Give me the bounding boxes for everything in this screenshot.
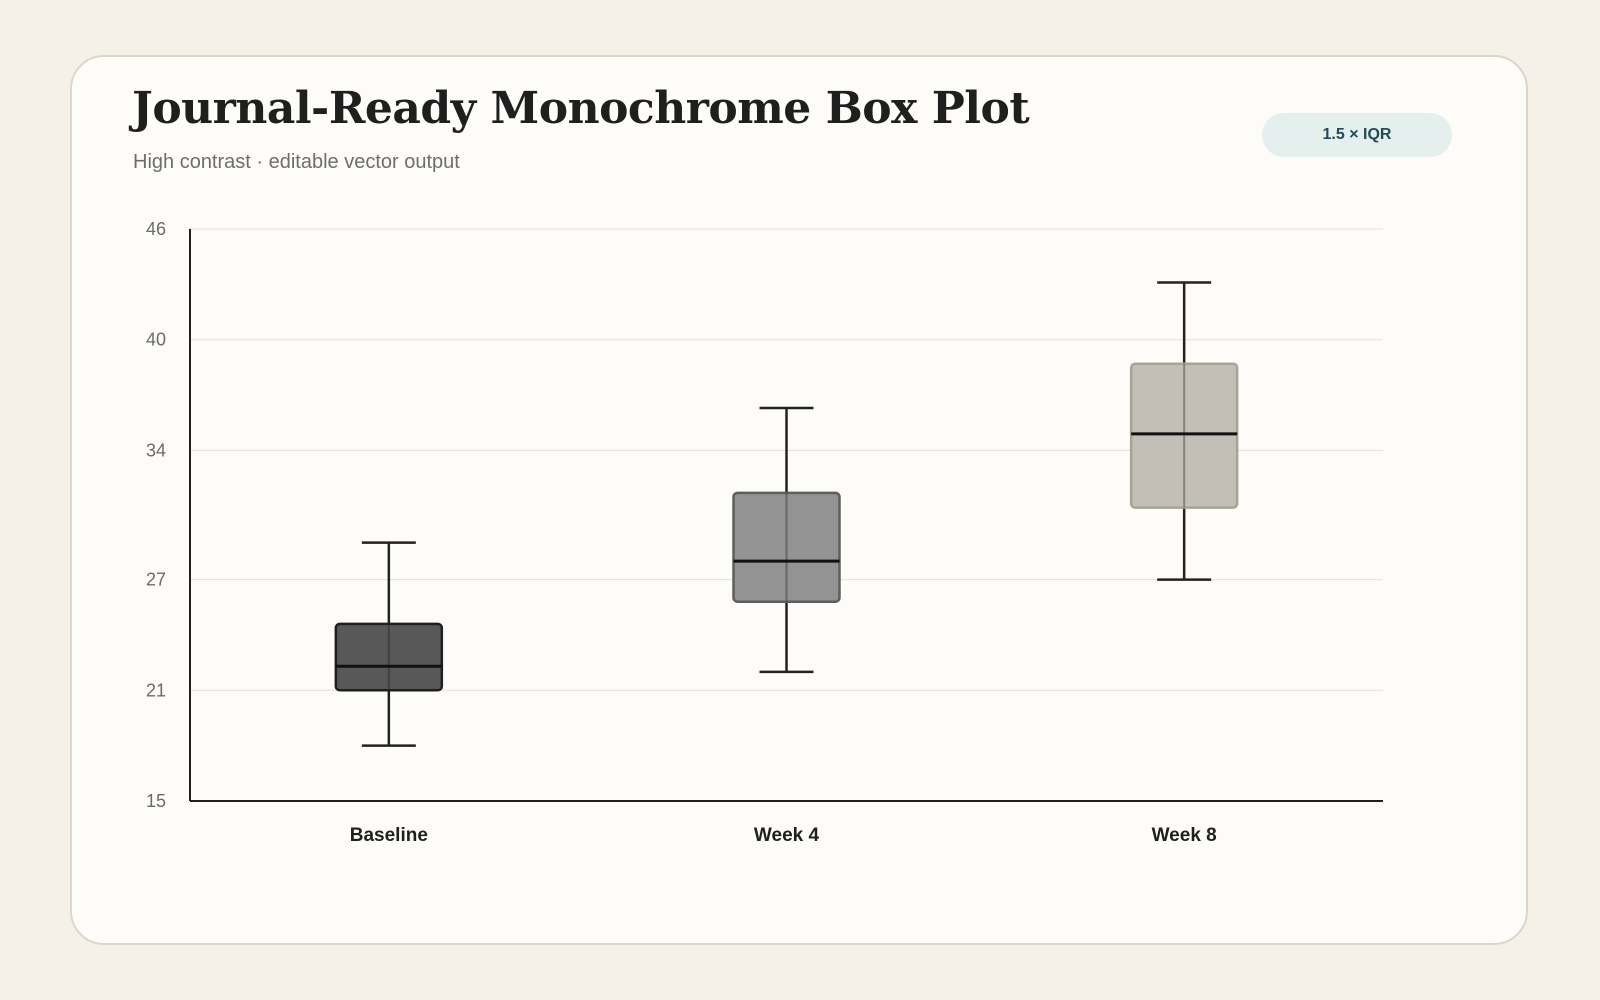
axes [189, 229, 1383, 802]
boxes [334, 281, 1239, 747]
y-tick-label-27: 27 [146, 570, 166, 590]
page-subtitle: High contrast · editable vector output [133, 151, 460, 173]
box-group-week-4 [732, 406, 841, 674]
box-group-week-8 [1129, 281, 1239, 581]
x-category-label-baseline: Baseline [350, 825, 428, 846]
axis-labels: 15 21 27 34 40 46 Baseline Week 4 Week 8 [146, 219, 1217, 846]
x-category-label-week-8: Week 8 [1152, 825, 1217, 846]
iqr-box-baseline [334, 622, 444, 692]
y-tick-label-34: 34 [146, 440, 166, 460]
chart-card: Journal-Ready Monochrome Box Plot High c… [70, 55, 1528, 945]
y-tick-label-46: 46 [146, 219, 166, 239]
box-plot-chart: 15 21 27 34 40 46 Baseline Week 4 Week 8 [146, 219, 1383, 846]
box-group-baseline [334, 541, 444, 747]
iqr-box-week-4 [732, 491, 841, 603]
y-tick-label-40: 40 [146, 330, 166, 350]
iqr-badge: 1.5 × IQR [1262, 113, 1452, 157]
y-tick-label-15: 15 [146, 791, 166, 811]
page-title: Journal-Ready Monochrome Box Plot [132, 83, 1030, 134]
iqr-box-week-8 [1129, 362, 1239, 509]
y-tick-label-21: 21 [146, 680, 166, 700]
x-category-label-week-4: Week 4 [754, 825, 820, 846]
